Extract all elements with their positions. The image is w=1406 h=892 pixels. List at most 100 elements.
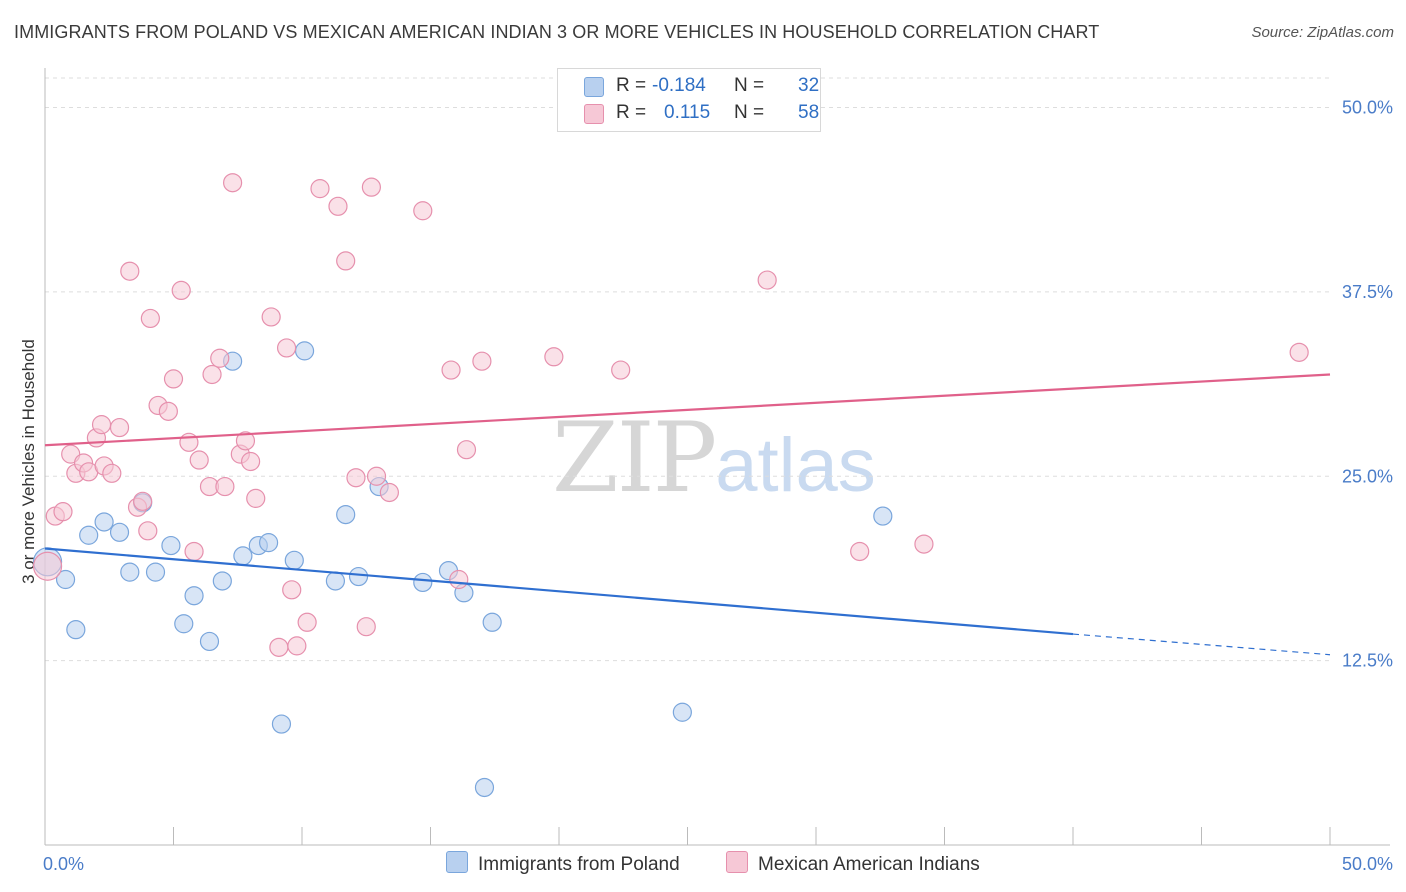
pink-data-point [850,541,870,562]
blue-data-point [145,562,166,582]
bottom-legend-mexican: Mexican American Indians [726,851,980,876]
bottom-swatch-pink [726,851,748,873]
pink-data-point [102,463,122,483]
bottom-legend-poland: Immigrants from Poland [446,851,680,876]
blue-data-point [109,522,130,542]
blue-data-point [294,341,315,361]
blue-data-point [325,571,346,591]
pink-data-point [32,551,63,581]
blue-data-point [348,566,369,587]
pink-data-point [456,440,477,460]
pink-data-point [53,502,73,522]
watermark-zip: ZIP [552,402,717,514]
y-tick-label: 37.5% [1342,282,1393,302]
pink-data-point [269,637,289,657]
pink-data-point [138,521,158,541]
source-label: Source: ZipAtlas.com [1251,24,1394,41]
pink-data-point [246,488,266,508]
bottom-legend-label: Mexican American Indians [758,854,980,875]
blue-data-point [174,614,194,634]
pink-data-point [328,196,348,216]
blue-data-point [258,533,279,553]
pink-data-point [379,482,399,503]
pink-data-point [757,270,777,290]
pink-data-point [235,431,256,451]
legend-r-label: R = [616,102,647,123]
blue-data-point [199,631,220,652]
blue-data-point [161,535,181,556]
pink-data-point [189,450,209,470]
chart-title: IMMIGRANTS FROM POLAND VS MEXICAN AMERIC… [14,22,1100,42]
pink-data-point [215,476,235,497]
blue-data-point [55,569,76,590]
y-tick-label: 12.5% [1342,651,1393,671]
x-tick-label: 0.0% [43,854,84,874]
legend-n-label: N = [734,75,765,96]
pink-data-point [140,308,160,329]
pink-data-point [276,338,297,358]
blue-data-point [474,777,495,798]
pink-data-point [366,466,387,486]
blue-trend-extension [1072,633,1331,656]
pink-data-point [356,617,376,637]
pink-data-point [158,401,178,421]
pink-data-point [171,280,191,300]
pink-data-point [287,636,307,656]
blue-data-point [413,572,433,593]
blue-data-point [184,586,204,606]
pink-data-point [223,173,243,193]
x-tick-label: 50.0% [1342,854,1393,874]
blue-data-point [66,620,86,640]
bottom-swatch-blue [446,851,468,873]
legend-swatch-blue [584,77,604,97]
blue-data-point [271,714,292,734]
legend-n-value: 58 [798,102,820,123]
watermark-atlas: atlas [715,423,876,508]
pink-data-point [611,360,631,380]
legend-r-value: 0.115 [664,102,711,123]
pink-data-point [346,468,366,488]
blue-data-point [672,702,692,722]
pink-data-point [241,451,261,472]
legend-r-value: -0.184 [652,75,706,96]
blue-data-point [482,612,502,632]
pink-data-point [413,201,433,221]
y-tick-label: 25.0% [1342,466,1393,486]
y-axis-label: 3 or more Vehicles in Household [19,339,38,584]
stats-legend: R = -0.184 N = 32 R = 0.115 N = 58 [557,68,821,132]
pink-data-point [310,179,330,199]
pink-data-point [109,417,130,438]
legend-r-label: R = [616,75,647,96]
legend-swatch-pink [584,104,604,124]
blue-data-point [284,550,304,570]
pink-data-point [120,261,140,281]
pink-data-point [441,360,461,380]
pink-data-point [297,612,317,632]
pink-data-point [163,369,184,389]
pink-data-point [133,491,153,511]
pink-data-point [361,177,381,197]
blue-trend-line [44,547,1074,636]
pink-data-point [184,541,204,562]
pink-data-point [261,307,281,327]
pink-data-point [914,534,934,554]
pink-data-point [91,415,112,435]
bottom-legend-label: Immigrants from Poland [478,854,680,875]
pink-data-point [1289,342,1309,362]
legend-n-value: 32 [798,75,820,96]
y-tick-label: 50.0% [1342,98,1393,118]
pink-data-point [202,364,222,385]
legend-n-label: N = [734,102,765,123]
blue-data-point [212,571,232,591]
pink-data-point [336,251,356,271]
pink-trend-line [44,373,1331,447]
blue-data-point [120,562,140,582]
blue-data-point [233,546,253,566]
pink-data-point [282,580,302,600]
pink-data-point [210,348,230,368]
pink-data-point [472,351,492,371]
pink-data-point [544,347,564,367]
blue-data-point [336,504,356,525]
pink-data-point [449,569,469,590]
